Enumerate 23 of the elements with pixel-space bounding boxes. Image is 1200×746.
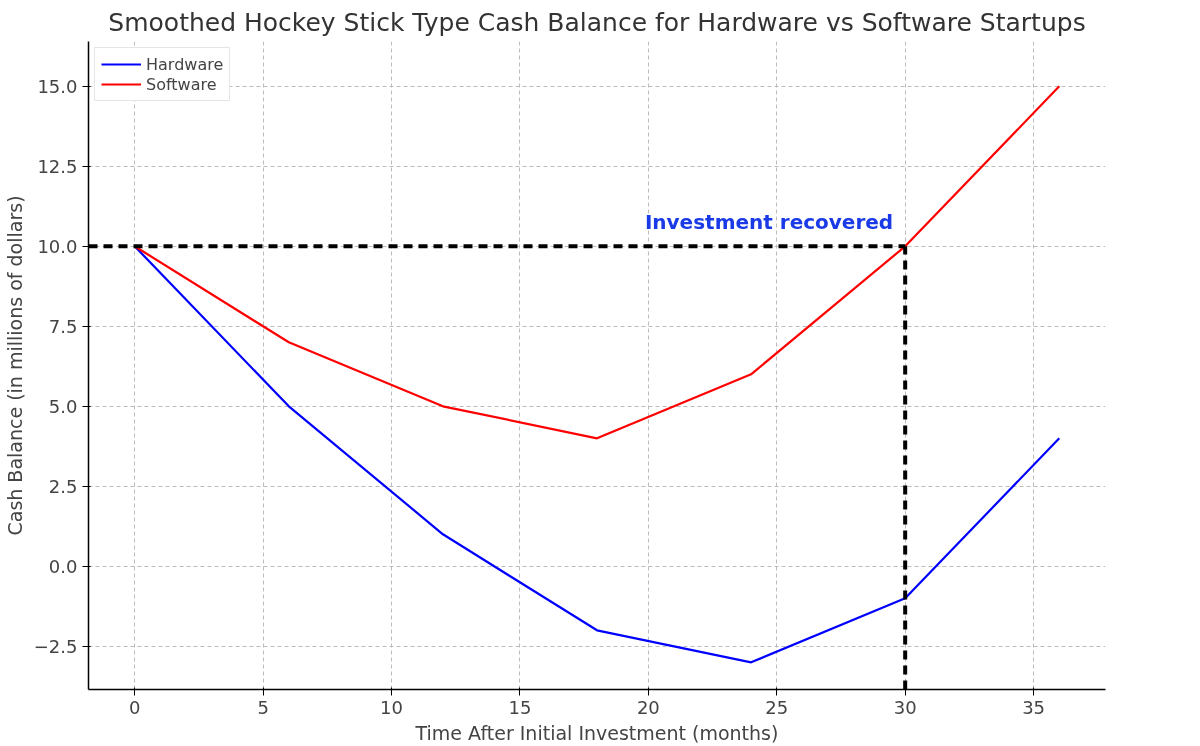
x-tick-label: 20	[636, 696, 660, 718]
y-tick-label: 12.5	[37, 155, 78, 177]
y-axis-title: Cash Balance (in millions of dollars)	[3, 195, 26, 536]
x-axis-title: Time After Initial Investment (months)	[414, 721, 779, 744]
x-tick-label: 30	[893, 696, 917, 718]
chart-title: Smoothed Hockey Stick Type Cash Balance for Hardware vs Software Startups	[108, 7, 1086, 37]
y-tick-label: 0.0	[48, 555, 78, 577]
y-tick-label: 2.5	[48, 475, 78, 497]
y-tick-label: 10.0	[37, 235, 78, 257]
y-tick-label: 7.5	[48, 315, 78, 337]
legend-label: Software	[146, 74, 217, 94]
x-tick-label: 10	[380, 696, 403, 718]
x-tick-label: 35	[1022, 696, 1046, 718]
x-tick-label: 25	[765, 696, 789, 718]
line-series	[133, 245, 1061, 664]
annotation: Investment recovered	[644, 210, 894, 235]
legend-label: Hardware	[146, 54, 224, 74]
y-tick-label: −2.5	[33, 635, 78, 657]
y-tick-label: 5.0	[48, 395, 78, 417]
x-tick-label: 5	[257, 696, 269, 718]
x-tick-label: 0	[129, 696, 141, 718]
y-tick-label: 15.0	[37, 75, 78, 97]
x-tick-label: 15	[508, 696, 532, 718]
